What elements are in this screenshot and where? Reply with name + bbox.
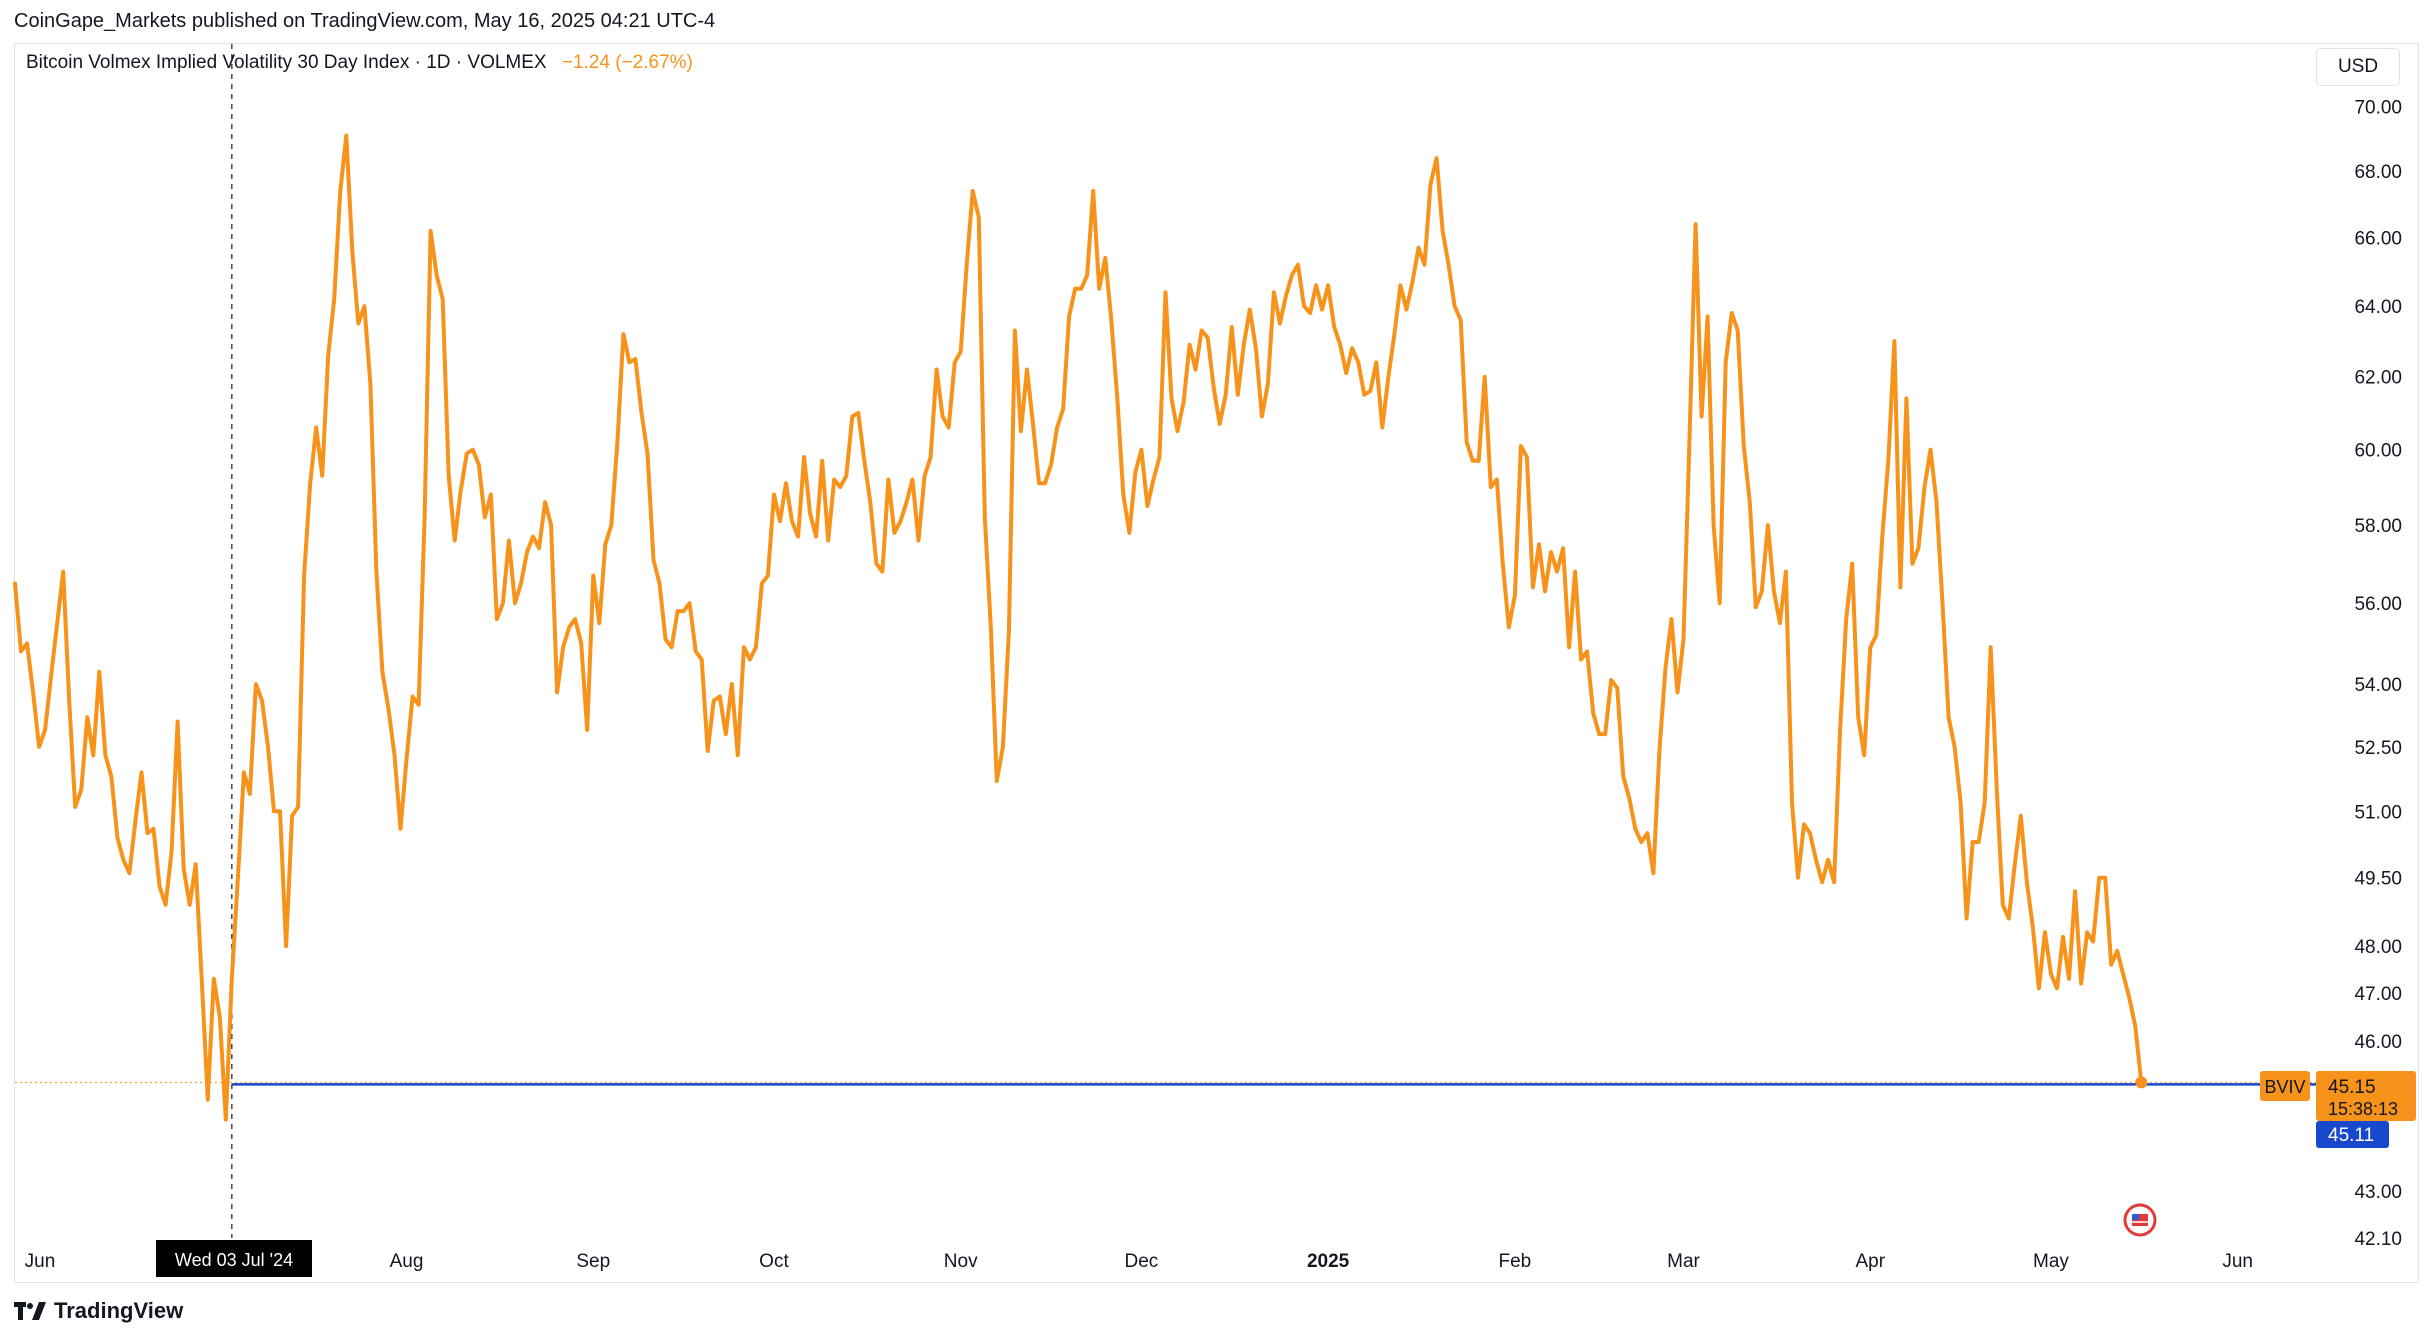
y-tick-label: 48.00 bbox=[2354, 937, 2402, 958]
crosshair-date-label: Wed 03 Jul '24 bbox=[175, 1250, 293, 1270]
last-point-marker bbox=[2135, 1076, 2148, 1089]
currency-button[interactable]: USD bbox=[2316, 48, 2400, 86]
legend-title: Bitcoin Volmex Implied Volatility 30 Day… bbox=[26, 52, 547, 73]
countdown-label: 15:38:13 bbox=[2328, 1099, 2398, 1119]
x-tick-label: Oct bbox=[759, 1251, 789, 1272]
chart-frame bbox=[14, 43, 2419, 1283]
y-tick-label: 64.00 bbox=[2354, 297, 2402, 318]
symbol-badge-label: BVIV bbox=[2264, 1077, 2305, 1097]
line-value-label: 45.11 bbox=[2328, 1125, 2374, 1146]
flag-icon[interactable] bbox=[2123, 1203, 2157, 1237]
legend-change: −1.24 (−2.67%) bbox=[561, 52, 693, 73]
y-tick-label: 49.50 bbox=[2354, 869, 2402, 890]
y-tick-label: 60.00 bbox=[2354, 441, 2402, 462]
y-axis-ticks: 70.00 68.00 66.00 64.00 62.00 60.00 58.00 56.00… bbox=[2354, 98, 2402, 1250]
y-tick-label: 43.00 bbox=[2354, 1182, 2402, 1203]
y-tick-label: 56.00 bbox=[2354, 594, 2402, 615]
series-line bbox=[13, 133, 2144, 1122]
brand-name: TradingView bbox=[54, 1298, 184, 1323]
x-tick-label: Jun bbox=[25, 1251, 56, 1272]
y-tick-label: 51.00 bbox=[2354, 802, 2402, 823]
series-legend: Bitcoin Volmex Implied Volatility 30 Day… bbox=[26, 52, 693, 74]
x-tick-label: Feb bbox=[1498, 1251, 1531, 1272]
y-tick-label: 46.00 bbox=[2354, 1032, 2402, 1053]
last-value-badge: 45.15 15:38:13 bbox=[2316, 1071, 2416, 1121]
last-value-label: 45.15 bbox=[2328, 1077, 2376, 1098]
x-tick-label: 2025 bbox=[1307, 1251, 1350, 1272]
x-tick-label: Mar bbox=[1667, 1251, 1700, 1272]
brand-footer[interactable]: TradingView bbox=[14, 1296, 183, 1326]
y-tick-label: 66.00 bbox=[2354, 229, 2402, 250]
x-axis-ticks: Jun Aug Sep Oct Nov Dec 2025 Feb Mar Apr May Jun bbox=[25, 1251, 2253, 1272]
y-tick-label: 62.00 bbox=[2354, 368, 2402, 389]
x-tick-label: Nov bbox=[944, 1251, 978, 1272]
y-tick-label: 68.00 bbox=[2354, 162, 2402, 183]
publisher-line: CoinGape_Markets published on TradingVie… bbox=[14, 10, 716, 32]
crosshair-date-badge: Wed 03 Jul '24 bbox=[156, 1240, 312, 1277]
tradingview-logo-icon bbox=[14, 1300, 46, 1322]
x-tick-label: May bbox=[2033, 1251, 2069, 1272]
y-tick-label: 70.00 bbox=[2354, 98, 2402, 119]
x-tick-label: Aug bbox=[390, 1251, 424, 1272]
y-tick-label: 58.00 bbox=[2354, 516, 2402, 537]
x-tick-label: Sep bbox=[576, 1251, 610, 1272]
x-tick-label: Jun bbox=[2222, 1251, 2253, 1272]
x-tick-label: Apr bbox=[1855, 1251, 1885, 1272]
y-tick-label: 47.00 bbox=[2354, 984, 2402, 1005]
y-tick-label: 52.50 bbox=[2354, 738, 2402, 759]
symbol-badge: BVIV bbox=[2260, 1071, 2310, 1101]
y-tick-label: 42.10 bbox=[2354, 1229, 2402, 1250]
line-value-badge: 45.11 bbox=[2316, 1121, 2389, 1148]
y-tick-label: 54.00 bbox=[2354, 675, 2402, 696]
x-tick-label: Dec bbox=[1125, 1251, 1159, 1272]
